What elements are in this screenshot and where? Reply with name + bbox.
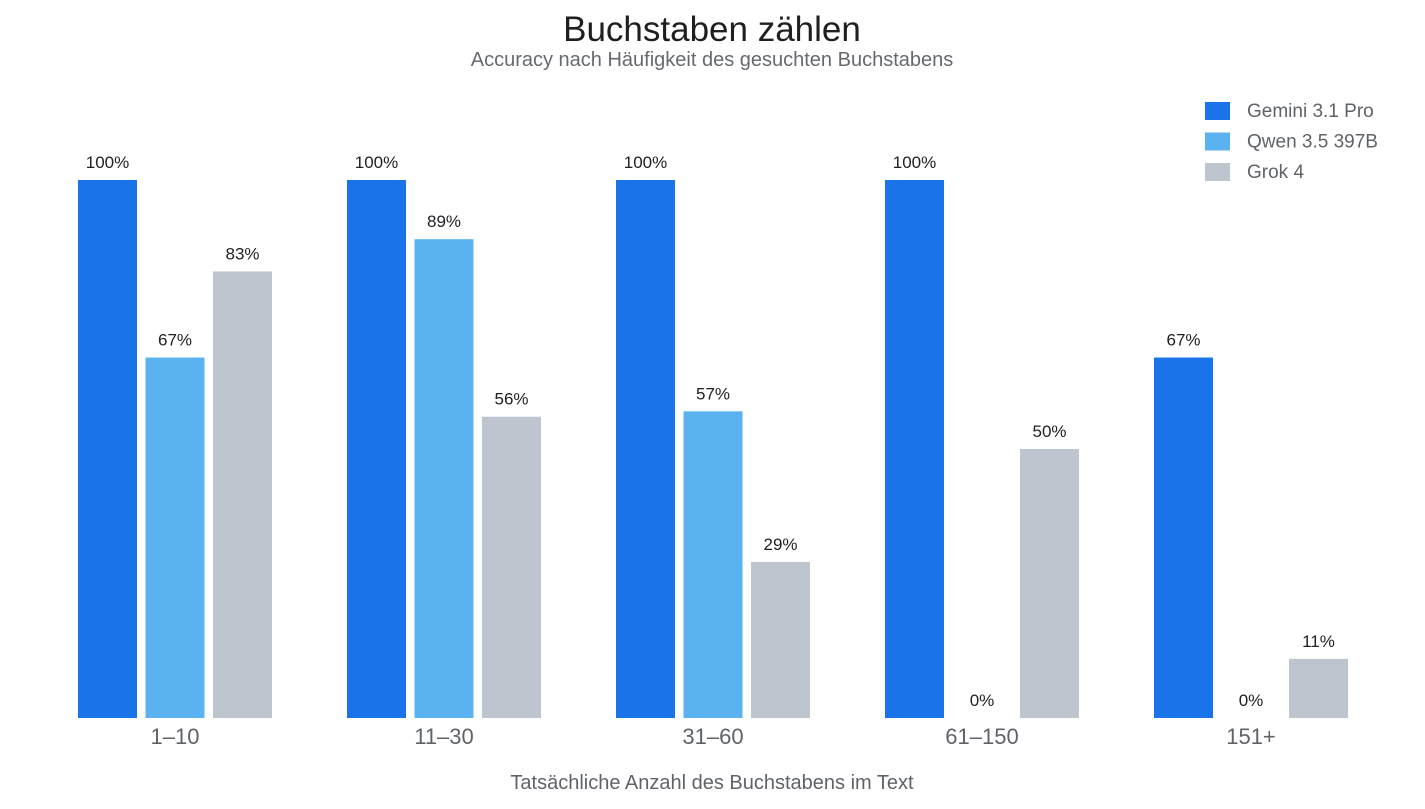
data-label: 100% — [86, 153, 129, 172]
legend-swatch — [1205, 163, 1230, 181]
bar-grok-4-3 — [751, 561, 810, 718]
legend: Gemini 3.1 Pro Qwen 3.5 397B Grok 4 — [1205, 101, 1378, 183]
legend-swatch — [1205, 102, 1230, 120]
data-label: 100% — [624, 153, 667, 172]
data-label: 56% — [494, 390, 528, 409]
legend-label: Qwen 3.5 397B — [1247, 132, 1378, 153]
data-label: 100% — [893, 153, 936, 172]
data-label: 83% — [225, 244, 259, 263]
bar-gemini-3-1-pro-4 — [885, 180, 944, 718]
x-tick-label: 151+ — [1226, 724, 1276, 749]
bar-qwen-3-5-397b-1 — [145, 357, 205, 718]
legend-swatch — [1205, 132, 1230, 151]
data-label: 0% — [1239, 691, 1264, 710]
data-label: 89% — [427, 212, 461, 231]
data-label: 0% — [970, 691, 995, 710]
x-tick-label: 61–150 — [945, 724, 1018, 749]
bar-grok-4-2 — [482, 416, 541, 718]
bar-grok-4-4 — [1020, 449, 1079, 718]
chart-title: Buchstaben zählen — [563, 10, 861, 49]
data-label: 67% — [158, 331, 192, 350]
data-label: 57% — [696, 384, 730, 403]
value-labels-group: 100% 67% 83% 100% 89% 56% 100% 57% 29% 100% 0% 50% 6… — [86, 153, 1335, 710]
x-axis-title: Tatsächliche Anzahl des Buchstabens im T… — [510, 772, 914, 794]
x-tick-label: 31–60 — [682, 724, 743, 749]
x-axis-ticks: 1–10 11–30 31–60 61–150 151+ — [151, 724, 1276, 749]
bar-gemini-3-1-pro-2 — [347, 180, 406, 718]
x-tick-label: 11–30 — [414, 724, 474, 749]
data-label: 11% — [1302, 632, 1335, 651]
x-tick-label: 1–10 — [151, 724, 200, 749]
bar-grok-4-1 — [213, 271, 272, 718]
data-label: 50% — [1032, 422, 1066, 441]
bar-qwen-3-5-397b-2 — [414, 239, 474, 718]
legend-label: Gemini 3.1 Pro — [1247, 101, 1374, 122]
data-label: 100% — [355, 153, 398, 172]
bar-grok-4-5 — [1289, 658, 1348, 718]
bar-qwen-3-5-397b-3 — [683, 411, 743, 718]
bar-gemini-3-1-pro-5 — [1154, 357, 1213, 718]
chart-subtitle: Accuracy nach Häufigkeit des gesuchten B… — [471, 49, 954, 71]
legend-label: Grok 4 — [1247, 162, 1304, 183]
bar-gemini-3-1-pro-3 — [616, 180, 675, 718]
bar-gemini-3-1-pro-1 — [78, 180, 137, 718]
data-label: 67% — [1166, 331, 1200, 350]
data-label: 29% — [763, 535, 797, 554]
bars-group — [78, 180, 1348, 718]
